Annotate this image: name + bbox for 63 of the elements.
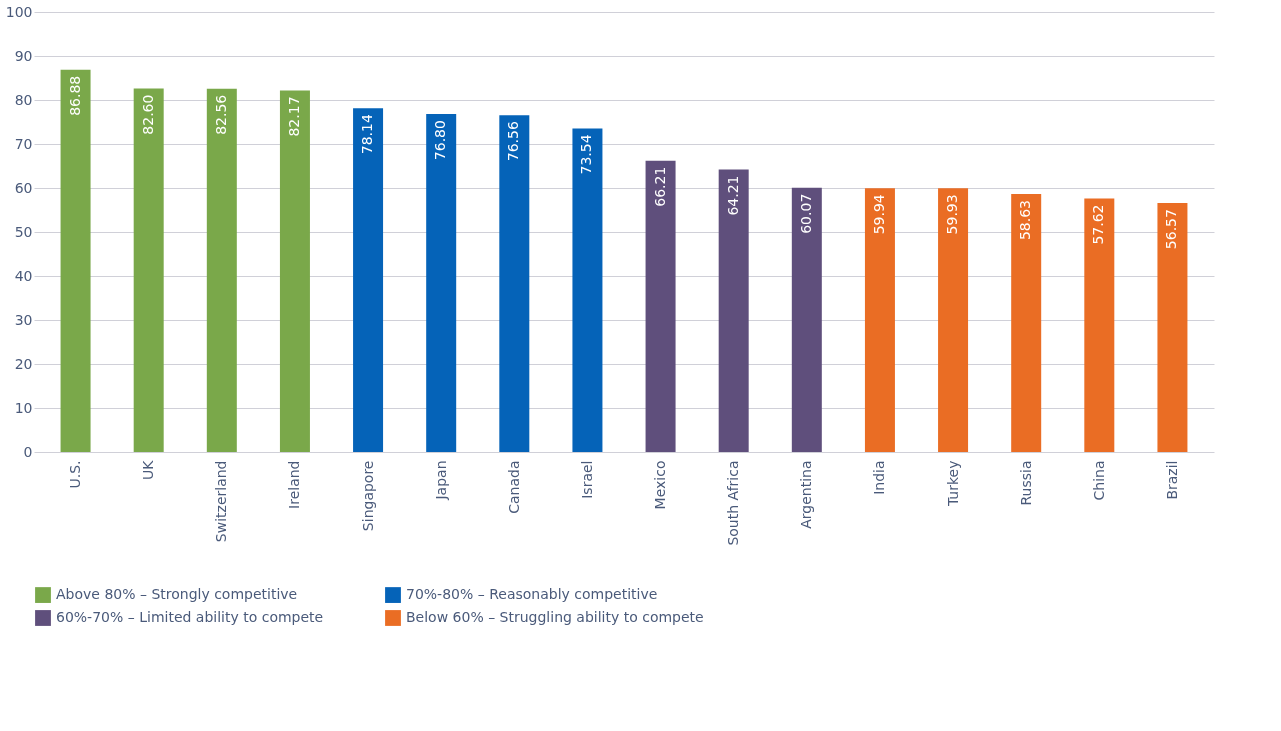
bar: [1157, 203, 1188, 452]
data-label: 76.80: [432, 120, 449, 161]
x-tick-label: U.S.: [67, 460, 84, 489]
data-label: 56.57: [1163, 209, 1180, 250]
x-tick-label: Russia: [1017, 460, 1034, 506]
x-tick-label: Switzerland: [213, 460, 230, 543]
y-tick-label: 40: [14, 267, 33, 284]
data-label: 66.21: [651, 166, 668, 207]
bar: [572, 128, 603, 452]
data-label: 82.56: [212, 94, 229, 135]
data-label: 86.88: [66, 75, 83, 116]
data-label: 58.63: [1017, 200, 1034, 241]
bar: [645, 160, 676, 452]
y-tick-label: 100: [5, 3, 33, 20]
legend-label: Above 80% – Strongly competitive: [56, 586, 298, 603]
bar: [1084, 198, 1115, 452]
bar: [353, 108, 384, 452]
bar: [426, 114, 457, 452]
bar: [499, 115, 530, 452]
y-tick-label: 30: [14, 311, 33, 328]
legend-label: 60%-70% – Limited ability to compete: [56, 609, 324, 625]
data-label: 59.94: [870, 194, 887, 235]
bar: [1011, 194, 1042, 452]
data-label: 60.07: [797, 193, 814, 234]
y-tick-label: 20: [14, 355, 33, 372]
y-tick-label: 60: [14, 179, 33, 196]
data-label: 76.56: [505, 121, 522, 162]
x-tick-label: Mexico: [652, 460, 669, 510]
data-label: 82.60: [139, 94, 156, 135]
x-tick-label: China: [1090, 460, 1107, 501]
x-tick-label: Turkey: [944, 460, 961, 508]
x-tick-label: Ireland: [286, 460, 303, 509]
x-tick-label: Brazil: [1163, 460, 1180, 500]
y-tick-label: 50: [14, 223, 33, 240]
x-tick-label: Argentina: [798, 460, 815, 529]
bar: [718, 169, 749, 452]
y-tick-label: 90: [14, 47, 33, 64]
data-label: 64.21: [724, 175, 741, 216]
data-label: 73.54: [578, 134, 595, 175]
y-tick-label: 80: [14, 91, 33, 108]
x-tick-label: Japan: [432, 460, 449, 501]
bar: [938, 188, 969, 452]
x-tick-label: Canada: [505, 460, 522, 514]
data-label: 57.62: [1090, 204, 1107, 245]
legend-label: Below 60% – Struggling ability to compete: [406, 609, 704, 625]
bar: [864, 188, 895, 452]
data-label: 82.17: [285, 96, 302, 137]
y-tick-label: 0: [23, 443, 33, 460]
bar: [133, 88, 164, 452]
x-tick-label: India: [871, 460, 888, 495]
bar: [791, 187, 822, 452]
x-tick-label: UK: [140, 459, 157, 480]
x-tick-label: South Africa: [725, 460, 742, 546]
x-tick-label: Israel: [578, 460, 595, 499]
y-tick-label: 10: [14, 399, 33, 416]
legend-label: 70%-80% – Reasonably competitive: [406, 586, 658, 603]
bar: [60, 69, 91, 452]
data-label: 59.93: [944, 194, 961, 235]
bar: [279, 90, 310, 452]
x-tick-label: Singapore: [359, 460, 376, 532]
data-label: 78.14: [359, 114, 376, 155]
y-tick-label: 70: [14, 135, 33, 152]
bar: [206, 88, 237, 452]
